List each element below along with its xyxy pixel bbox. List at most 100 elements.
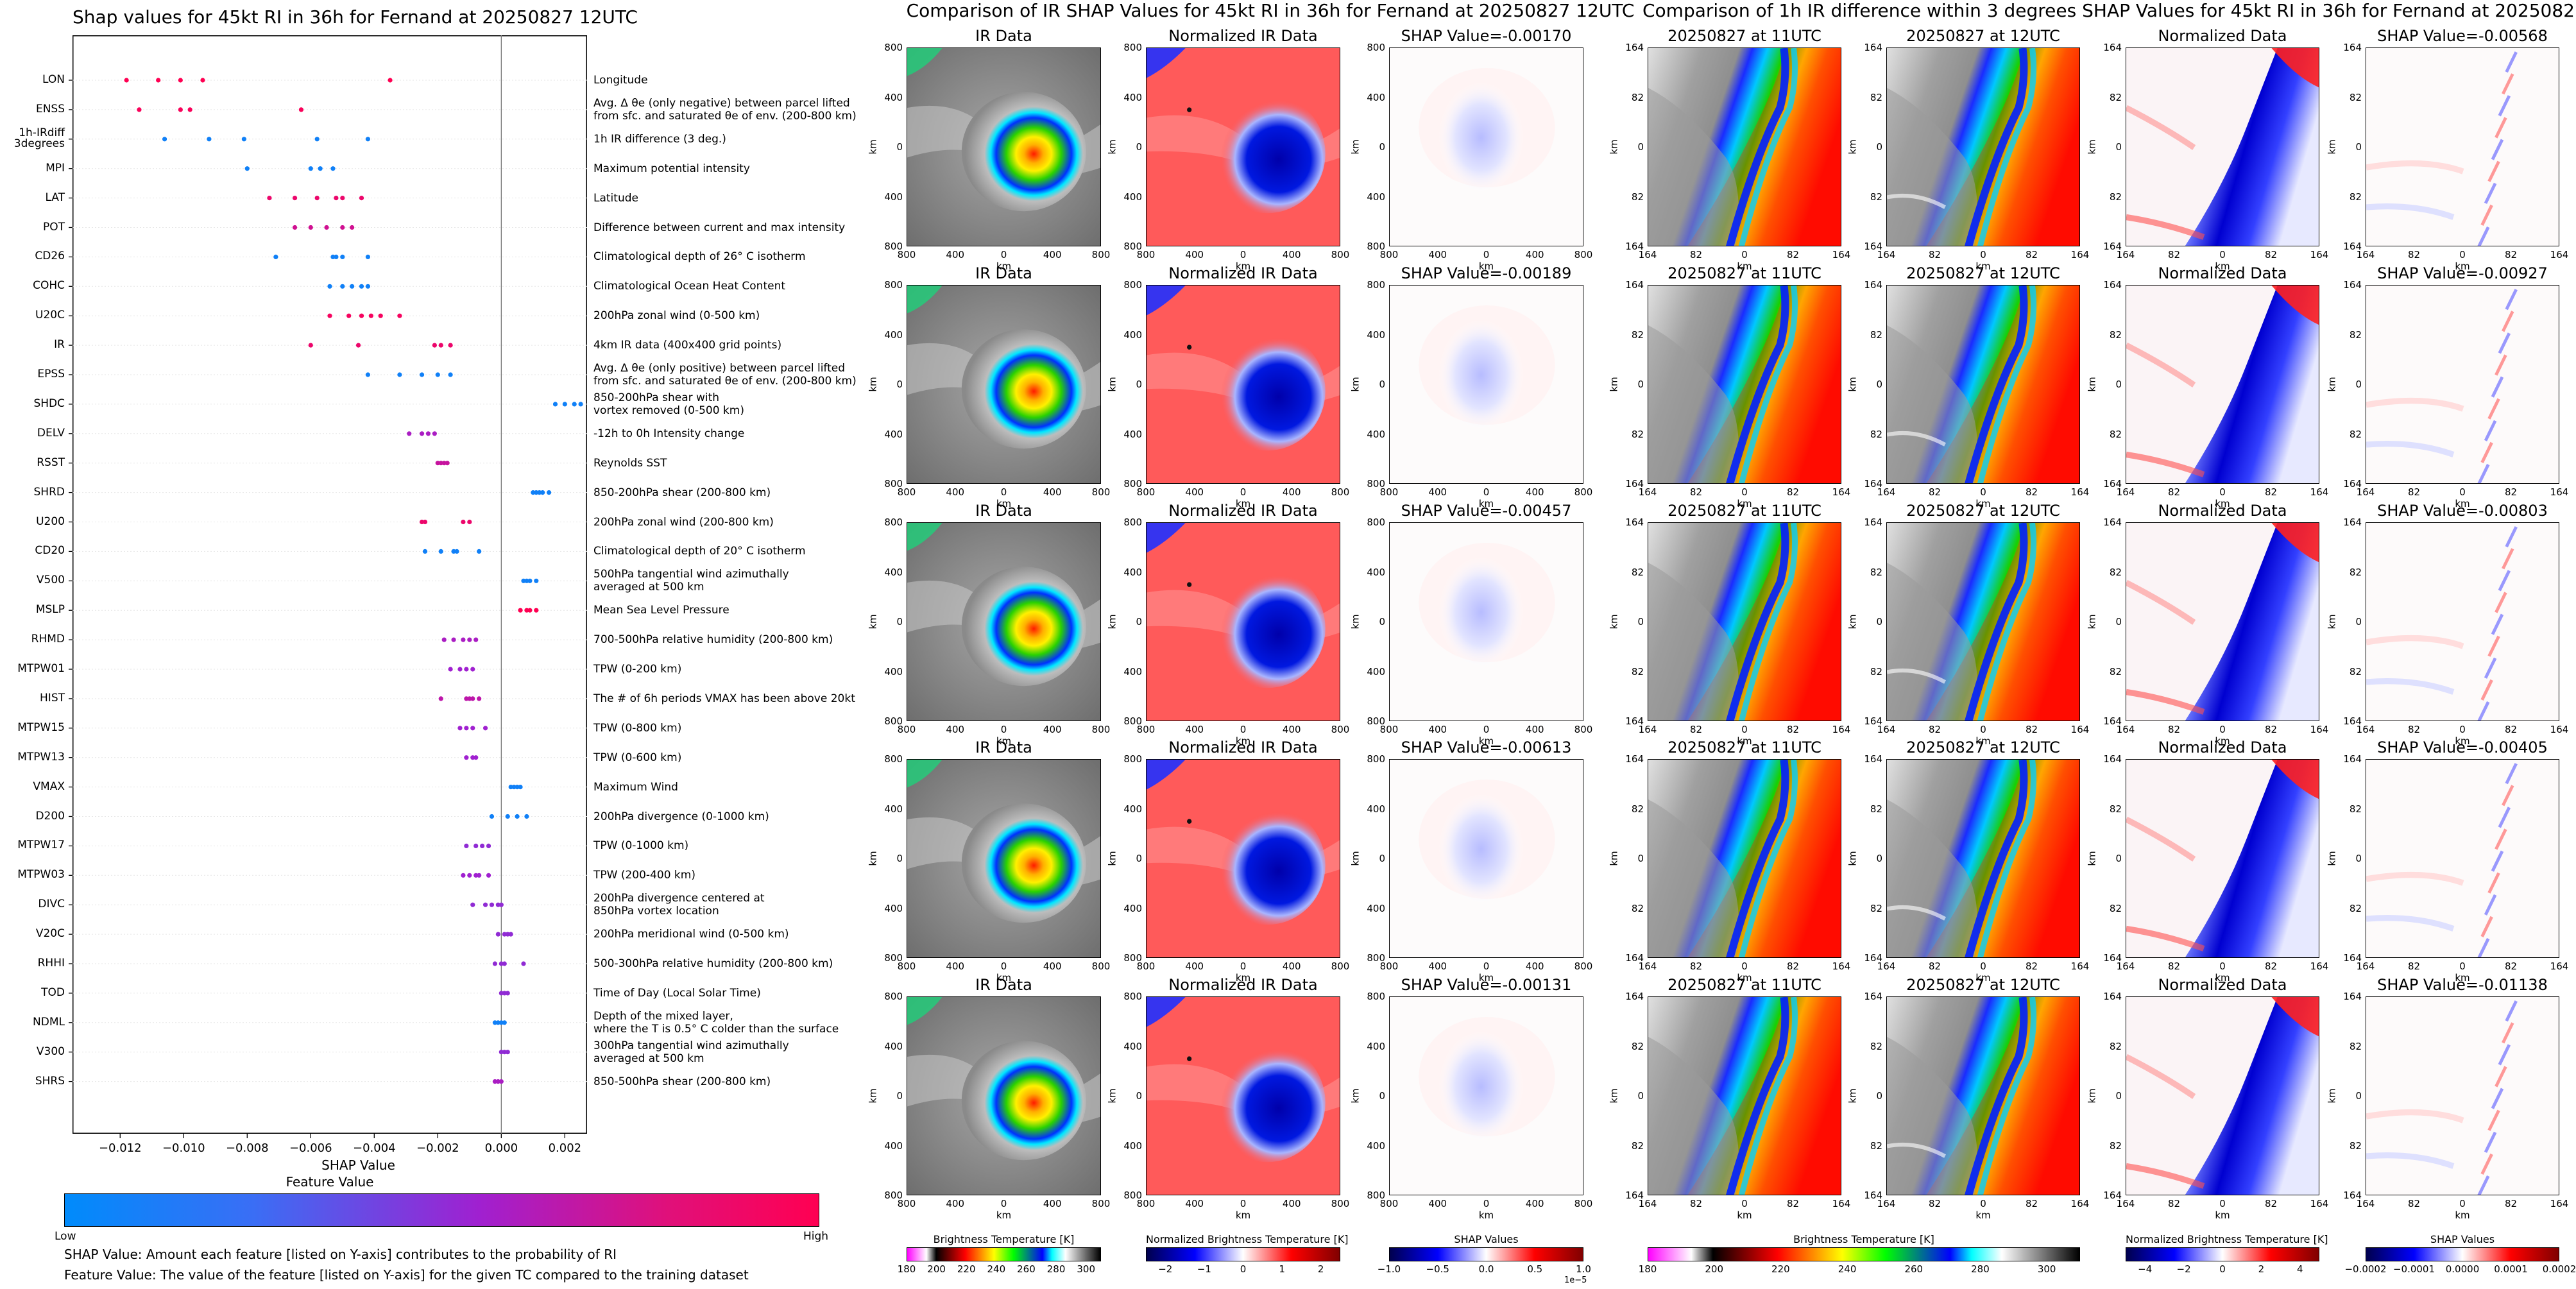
feature-description: 850-500hPa shear (200-800 km): [593, 1075, 771, 1088]
panel-x-tick: 0: [1483, 249, 1490, 260]
shap-point: [350, 225, 355, 230]
panel-x-tick: 400: [1185, 486, 1204, 498]
shap-point: [350, 284, 355, 289]
panel-y-tick: 400: [1123, 428, 1142, 440]
feature-name-line: COHC: [33, 279, 65, 293]
shap-point: [518, 785, 523, 790]
panel-y-tick: 800: [884, 991, 903, 1002]
panel-y-label: km: [1106, 1088, 1118, 1104]
panel-x-label: km: [1235, 972, 1251, 984]
shap-point: [308, 225, 313, 230]
panel-x-tick: 0: [1980, 486, 1986, 498]
feature-name: MTPW03: [1, 869, 65, 880]
panel-x-tick: 800: [1574, 724, 1593, 735]
panel-x-tick: 800: [1136, 960, 1156, 972]
shap-point: [464, 696, 469, 701]
shap-point: [477, 696, 482, 701]
panel-y-tick: 164: [1625, 952, 1644, 964]
panel-x-tick: 82: [1786, 1198, 1800, 1209]
feature-name: U20C: [1, 310, 65, 321]
feature-description-line: where the T is 0.5° C colder than the su…: [593, 1022, 839, 1036]
shap-point: [470, 755, 475, 760]
panel-x-label: km: [1975, 735, 1991, 747]
panel-x-tick: 164: [2356, 724, 2375, 735]
panel-y-tick: 0: [2115, 379, 2122, 390]
panel-y-label: km: [1608, 1088, 1620, 1104]
shap-point: [422, 549, 428, 554]
shap-value-title: SHAP Value=-0.00170: [1401, 27, 1572, 45]
panel-y-tick: 800: [884, 516, 903, 528]
feature-description-line: vortex removed (0-500 km): [593, 404, 744, 417]
shap-point: [495, 1079, 500, 1084]
panel-y-tick: 164: [1625, 753, 1644, 765]
panel-x-tick: 0: [1483, 724, 1490, 735]
shap-point: [330, 166, 336, 171]
feature-name-line: MTPW17: [17, 839, 65, 852]
colorbar-tick: 2: [2258, 1263, 2265, 1275]
feature-description: 4km IR data (400x400 grid points): [593, 339, 781, 352]
panel-x-tick: 164: [2116, 724, 2135, 735]
feature-name-line: POT: [42, 220, 65, 234]
panel-y-tick: 0: [2355, 616, 2362, 627]
panel-y-tick: 400: [1367, 428, 1385, 440]
panel-x-label: km: [2215, 1209, 2230, 1221]
colorbar-tick: 240: [987, 1263, 1006, 1275]
panel-y-label: km: [1608, 614, 1620, 629]
colorbar-tick: −2: [1158, 1263, 1173, 1275]
panel-x-tick: 800: [1574, 249, 1593, 260]
panel-y-label: km: [1349, 1088, 1361, 1104]
feature-description: Maximum potential intensity: [593, 162, 750, 175]
feature-name-line: HIST: [40, 691, 65, 704]
feature-description: TPW (0-200 km): [593, 663, 681, 676]
feature-name-line: SHDC: [33, 397, 65, 410]
panel-x-tick: 82: [2167, 724, 2181, 735]
panel-x-tick: 0: [1483, 960, 1490, 972]
feature-description-line: 4km IR data (400x400 grid points): [593, 339, 782, 352]
panel-x-tick: 800: [1331, 724, 1350, 735]
panel-y-tick: 400: [1123, 1040, 1142, 1052]
panel-x-tick: 800: [1091, 249, 1111, 260]
panel-y-tick: 164: [2103, 753, 2122, 765]
panel-y-tick: 800: [884, 715, 903, 727]
panel-y-tick: 82: [2349, 329, 2362, 341]
panel-x-tick: 800: [1331, 486, 1350, 498]
shap-point: [419, 372, 425, 377]
feature-description-line: TPW (0-600 km): [593, 751, 682, 764]
panel-x-tick: 800: [1379, 1198, 1399, 1209]
panel-y-tick: 800: [884, 478, 903, 490]
panel-y-tick: 0: [2115, 1090, 2122, 1102]
shap-point: [502, 1050, 507, 1055]
panel-x-tick: 82: [2407, 1198, 2421, 1209]
feature-description: Avg. Δ θe (only positive) between parcel…: [593, 362, 857, 388]
panel-y-tick: 0: [1136, 141, 1142, 153]
shap-point: [340, 254, 345, 259]
panel-y-label: km: [1106, 139, 1118, 155]
ir-diff-data-panel: [1648, 759, 1841, 958]
panel-title: 20250827 at 12UTC: [1906, 976, 2060, 994]
panel-y-label: km: [1349, 139, 1361, 155]
panel-title: 20250827 at 11UTC: [1668, 264, 1821, 282]
feature-description-line: 300hPa tangential wind azimuthally: [593, 1039, 789, 1052]
shap-point: [486, 843, 491, 848]
panel-y-label: km: [867, 139, 879, 155]
colorbar-tick: 0.5: [1527, 1263, 1543, 1275]
panel-x-tick: 82: [2025, 724, 2038, 735]
feature-description: 500-300hPa relative humidity (200-800 km…: [593, 957, 833, 970]
panel-x-tick: 800: [1091, 1198, 1111, 1209]
panel-x-label: km: [1235, 1209, 1251, 1221]
feature-description: Climatological depth of 20° C isotherm: [593, 545, 806, 558]
colorbar-tick: 0.0000: [2445, 1263, 2480, 1275]
colorbar-tick: −0.5: [1426, 1263, 1449, 1275]
panel-y-tick: 400: [884, 566, 903, 578]
panel-y-tick: 400: [1367, 191, 1385, 203]
panel-y-tick: 82: [1870, 665, 1882, 678]
panel-x-tick: 164: [2310, 1198, 2329, 1209]
panel-y-tick: 800: [884, 1190, 903, 1201]
feature-name: MTPW15: [1, 722, 65, 733]
panel-y-tick: 164: [2103, 991, 2122, 1002]
normalized-diff-panel: [2126, 285, 2319, 484]
panel-x-tick: 400: [1043, 486, 1062, 498]
panel-y-tick: 164: [1625, 991, 1644, 1002]
feature-description: 700-500hPa relative humidity (200-800 km…: [593, 633, 833, 646]
ir-figure-title: Comparison of IR SHAP Values for 45kt RI…: [906, 0, 1635, 21]
